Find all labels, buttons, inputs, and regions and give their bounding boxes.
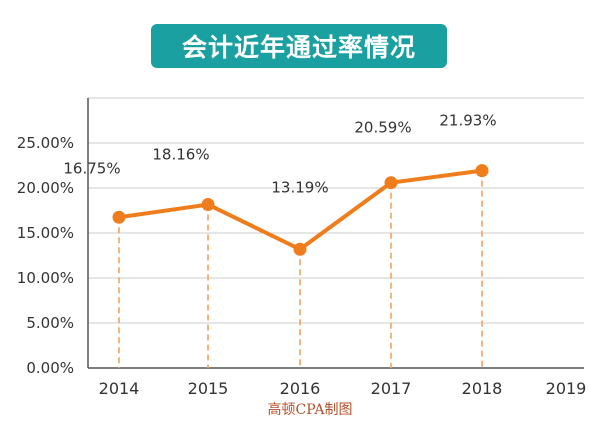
x-tick-label: 2014 [99,379,140,398]
data-point [384,176,398,190]
y-tick-label: 20.00% [17,179,74,197]
x-tick-label: 2019 [546,379,587,398]
x-tick-label: 2018 [462,379,503,398]
watermark-text: 高顿CPA制图 [267,402,353,418]
data-point [475,164,489,178]
data-point [112,210,126,224]
y-tick-label: 10.00% [17,269,74,287]
data-point [201,198,215,212]
chart-title-banner: 会计近年通过率情况 [151,24,447,68]
y-tick-label: 5.00% [26,314,74,332]
y-tick-label: 0.00% [26,359,74,377]
data-points [112,164,489,256]
data-label: 21.93% [439,112,496,130]
data-label: 18.16% [152,146,209,164]
y-tick-label: 15.00% [17,224,74,242]
x-tick-label: 2016 [280,379,321,398]
chart-title: 会计近年通过率情况 [181,33,416,62]
grid-lines [88,97,584,324]
x-tick-label: 2015 [188,379,229,398]
x-tick-labels: 2014 2015 2016 2017 2018 2019 [99,379,587,398]
x-tick-label: 2017 [371,379,412,398]
y-tick-label: 25.00% [17,134,74,152]
data-label: 20.59% [354,119,411,137]
data-labels: 16.75% 18.16% 13.19% 20.59% 21.93% [63,112,496,197]
data-label: 16.75% [63,159,120,177]
y-tick-labels: 0.00% 5.00% 10.00% 15.00% 20.00% 25.00% [17,134,74,377]
data-label: 13.19% [271,178,328,196]
drop-lines [118,170,483,368]
data-point [293,242,307,256]
